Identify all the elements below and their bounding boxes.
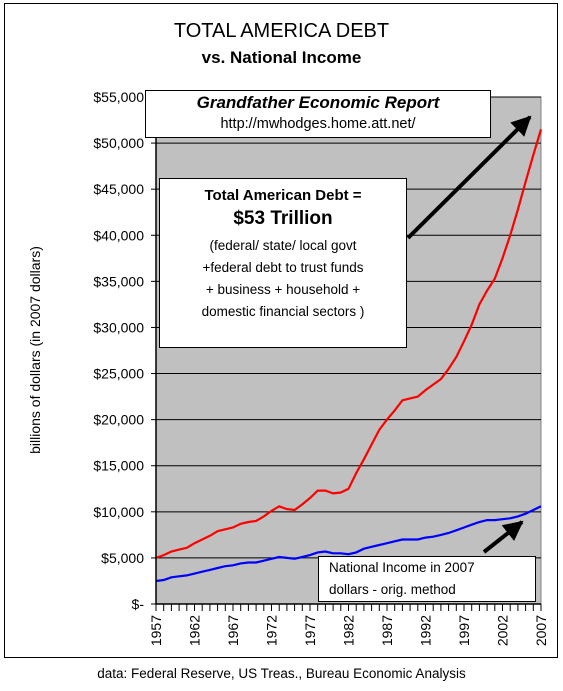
debt-value: $53 Trillion	[233, 208, 333, 229]
x-tick-label: 1957	[148, 615, 164, 646]
income-line: National Income in 2007	[329, 560, 475, 575]
x-tick-label: 1967	[225, 615, 241, 646]
debt-arrow	[406, 115, 532, 240]
debt-line: domestic financial sectors )	[201, 304, 365, 319]
x-tick-label: 2007	[533, 615, 549, 646]
y-tick-label: $5,000	[101, 550, 144, 566]
debt-line: (federal/ state/ local govt	[209, 238, 357, 253]
income-line: dollars - orig. method	[329, 582, 456, 597]
y-tick-label: $-	[132, 596, 145, 612]
x-tick-label: 1972	[264, 615, 280, 646]
chart-title: TOTAL AMERICA DEBT	[173, 20, 390, 42]
x-tick-label: 1987	[379, 615, 395, 646]
report-title: Grandfather Economic Report	[196, 93, 440, 112]
y-axis-label: billions of dollars (in 2007 dollars)	[27, 246, 43, 454]
x-tick-label: 1982	[341, 615, 357, 646]
data-source-note: data: Federal Reserve, US Treas., Bureau…	[97, 666, 466, 681]
y-tick-label: $30,000	[93, 319, 144, 335]
debt-series-line	[155, 128, 543, 559]
report-url: http://mwhodges.home.att.net/	[220, 116, 416, 132]
chart-subtitle: vs. National Income	[201, 48, 362, 67]
report-box: Grandfather Economic Report http://mwhod…	[145, 90, 491, 138]
x-tick-label: 1977	[302, 615, 318, 646]
debt-annotation-box: Total American Debt = $53 Trillion (fede…	[159, 178, 407, 348]
plot-area	[155, 96, 542, 605]
x-tick-label: 1962	[187, 615, 203, 646]
x-tick-label: 1992	[418, 615, 434, 646]
series-lines	[155, 128, 543, 583]
income-annotation-box: National Income in 2007 dollars - orig. …	[318, 556, 536, 602]
debt-details: (federal/ state/ local govt +federal deb…	[160, 235, 406, 323]
y-tick-label: $35,000	[93, 273, 144, 289]
x-tick-label: 2002	[495, 615, 511, 646]
income-series-line	[155, 505, 542, 583]
annotation-arrows	[406, 115, 532, 554]
debt-line: +federal debt to trust funds	[202, 260, 364, 275]
x-tick-label: 1997	[456, 615, 472, 646]
y-tick-label: $25,000	[93, 366, 144, 382]
x-axis-ticks: 1957 1962 1967 1972 1977 1982 1987 1992 1997 2002…	[148, 604, 549, 646]
y-tick-label: $10,000	[93, 504, 144, 520]
y-axis-ticks: $- $5,000 $10,000 $15,000 $20,000 $25,000 $30,…	[93, 89, 156, 612]
y-tick-label: $55,000	[93, 89, 144, 105]
income-arrow	[482, 520, 524, 554]
y-tick-label: $15,000	[93, 458, 144, 474]
y-tick-label: $50,000	[93, 135, 144, 151]
y-tick-label: $20,000	[93, 412, 144, 428]
y-tick-label: $45,000	[93, 181, 144, 197]
debt-heading: Total American Debt =	[204, 187, 362, 204]
y-tick-label: $40,000	[93, 227, 144, 243]
debt-line: + business + household +	[205, 282, 361, 297]
